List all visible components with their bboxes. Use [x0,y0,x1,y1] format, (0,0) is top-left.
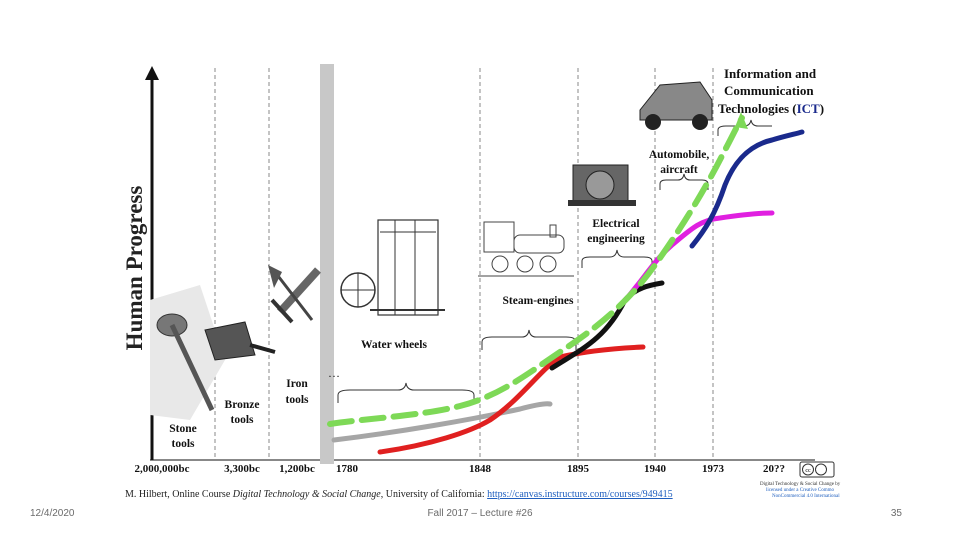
brace-steam [481,329,577,350]
bronze-tool-image [204,321,276,361]
curve-red [377,344,646,455]
xtick-2000000bc: 2,000,000bc [135,463,190,475]
era-braces [337,119,772,403]
source-line: M. Hilbert, Online Course Digital Techno… [125,489,673,500]
license-line-2: licensed under a Creative Commo [766,488,835,493]
label-ict-abbr: ICT [797,101,820,116]
label-ict-3-text: Technologies ( [718,101,797,116]
automobile-image [639,81,713,130]
xtick-1895: 1895 [567,463,590,475]
label-electrical-2: engineering [587,233,645,245]
license-line-3: NonCommercial 4.0 International [772,494,840,499]
label-ict-close: ) [820,101,824,116]
source-org: , University of California: [381,489,487,500]
footer-lecture: Fall 2017 – Lecture #26 [427,508,533,519]
brace-ict [717,119,772,136]
label-stone-tools-1: Stone [169,423,196,435]
source-prefix: M. Hilbert, Online Course [125,489,233,500]
y-axis-arrow [145,66,159,80]
label-electrical-1: Electrical [592,218,639,230]
iron-tools-image [268,265,321,324]
xtick-1973: 1973 [702,463,725,475]
xtick-20xx: 20?? [763,463,785,475]
license-line-1: Digital Technology & Social Change by [760,482,841,487]
curve-green-dashed [327,115,745,427]
xtick-3300bc: 3,300bc [224,463,260,475]
stone-axe-image [150,285,225,420]
axis-break-bar [320,64,334,464]
label-bronze-tools-2: tools [231,414,255,426]
label-steam-engines: Steam-engines [503,295,574,307]
xtick-1848: 1848 [469,463,492,475]
xtick-1940: 1940 [644,463,667,475]
xtick-1200bc: 1,200bc [279,463,315,475]
label-ict-3: Technologies (ICT) [718,101,824,116]
water-wheel-image [340,219,445,316]
footer-date: 12/4/2020 [30,508,75,519]
source-url-link[interactable]: https://canvas.instructure.com/courses/9… [487,489,673,500]
steam-locomotive-image [478,221,574,277]
source-course: Digital Technology & Social Change [232,489,382,500]
label-ict-1: Information and [724,66,817,81]
label-iron-tools-2: tools [286,394,310,406]
label-bronze-tools-1: Bronze [225,399,260,411]
curve-navy [689,129,805,249]
y-axis-label: Human Progress [122,186,147,351]
electric-generator-image [568,164,636,206]
green-arrowhead [735,112,748,129]
brace-electrical [581,249,653,268]
cc-badge-text: cc [805,468,811,474]
brace-automobile [659,173,709,190]
label-stone-tools-2: tools [172,438,196,450]
cc-license-badge: cc [799,461,835,478]
label-iron-tools-1: Iron [286,378,308,390]
brace-water-wheels [337,382,475,403]
label-automobile-2: aircraft [660,164,698,176]
label-water-wheels: Water wheels [361,339,427,351]
ellipsis-mark: … [328,366,340,380]
xtick-1780: 1780 [336,463,359,475]
label-automobile-1: Automobile, [649,149,710,161]
footer-page-number: 35 [890,508,902,519]
label-ict-2: Communication [724,83,814,98]
